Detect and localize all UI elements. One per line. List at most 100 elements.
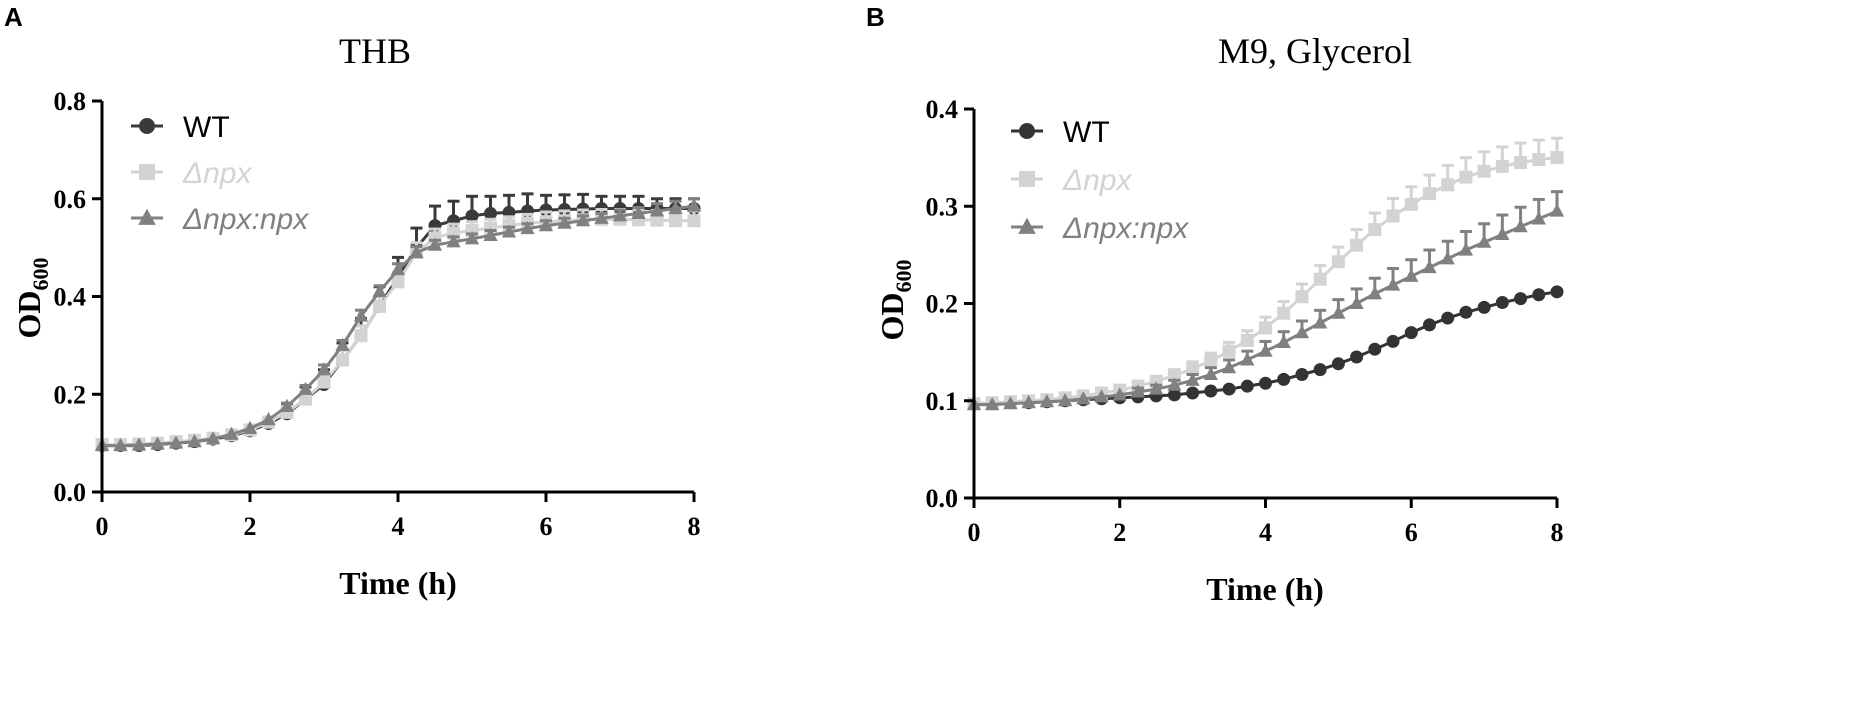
data-point [1350,350,1364,364]
series-line [973,156,1558,406]
data-point [1313,363,1327,377]
legend-marker [1019,123,1035,139]
data-point [668,200,683,215]
legend-label: WT [1063,116,1110,149]
data-point [1368,342,1382,356]
data-point [1204,384,1218,398]
legend-label: Δnpx [182,157,252,190]
data-point [520,220,535,235]
data-point [1404,268,1419,282]
data-point [1021,395,1036,409]
data-point [1422,259,1437,274]
y-tick-label: 0.4 [926,95,959,124]
data-point [1294,325,1310,339]
data-point [1240,352,1255,366]
panel-b-title: M9, Glycerol [1218,31,1412,71]
data-point [1222,344,1236,358]
data-point [391,275,405,289]
data-point [1495,159,1509,173]
panel-b-chart: B M9, Glycerol 0 2 4 6 8 0.0 0.1 0.2 0.3 0.4 Time… [866,2,1565,607]
data-point [1441,311,1455,325]
data-point [1458,242,1474,256]
data-point [1149,381,1164,395]
data-point [1514,155,1528,169]
series-line [102,204,695,448]
data-point [465,209,479,223]
data-point [1295,367,1309,381]
data-point [1112,387,1127,401]
data-point [1331,305,1346,319]
data-point [1313,315,1328,329]
data-point [557,215,572,229]
panel-a-legend: WT Δnpx Δnpx:npx [131,111,309,236]
data-point [687,214,701,228]
data-point [336,353,349,367]
data-point [1094,389,1109,403]
data-point [224,426,239,440]
data-point [1039,394,1055,408]
data-point [187,434,202,448]
data-point [575,213,591,227]
series-2 [95,208,701,452]
data-point [631,205,646,219]
data-point [1186,386,1200,400]
panel-a-letter: A [4,2,23,32]
panel-a-x-axis-label: Time (h) [339,565,457,601]
data-point [1331,255,1345,269]
data-point [1221,360,1237,374]
series-line [102,217,694,447]
x-tick-label: 8 [1551,518,1564,547]
data-point [1186,362,1200,376]
data-point [483,227,498,241]
data-point [1003,396,1018,410]
data-point [409,244,424,259]
data-point [1513,219,1528,233]
data-point [1167,377,1182,391]
data-point [1514,292,1528,306]
data-point [1259,376,1272,390]
data-point [1349,295,1364,310]
data-point [1477,300,1491,314]
data-point [373,299,386,313]
data-point [1459,170,1473,184]
data-point [686,198,702,212]
data-point [446,234,461,248]
legend-label: Δnpx [1062,164,1132,197]
data-point [261,412,276,426]
data-point [1258,343,1273,357]
data-point [205,431,221,445]
data-point [316,362,332,376]
y-tick-label: 0.2 [926,290,959,319]
legend-marker [1018,217,1036,234]
data-point [1459,305,1473,319]
data-point [1367,286,1382,300]
data-point [1276,334,1291,348]
data-point [113,437,128,452]
panel-b-y-label-sub: 600 [891,260,916,293]
data-point [1386,334,1400,348]
y-tick-label: 0.0 [926,484,959,513]
data-point [354,329,368,343]
y-tick-label: 0.4 [54,283,87,312]
data-point [612,208,628,222]
legend-marker [138,208,156,225]
series-3 [966,190,1565,411]
data-point [1204,354,1218,368]
panel-a-y-label-main: OD [11,291,47,339]
x-tick-label: 6 [1405,518,1418,547]
data-point [298,381,313,395]
x-tick-label: 2 [1113,518,1126,547]
data-point [650,213,664,227]
data-point [538,217,554,232]
y-tick-label: 0.0 [54,478,87,507]
data-point [1295,290,1309,304]
data-point [649,203,665,217]
data-point [1404,326,1418,340]
data-point [1422,187,1436,201]
panel-b-y-label-main: OD [874,293,910,341]
data-point [1130,384,1146,398]
legend-label: Δnpx:npx [1062,212,1189,245]
data-point [1532,153,1546,167]
data-point [1495,226,1510,241]
x-tick-label: 0 [96,512,109,541]
